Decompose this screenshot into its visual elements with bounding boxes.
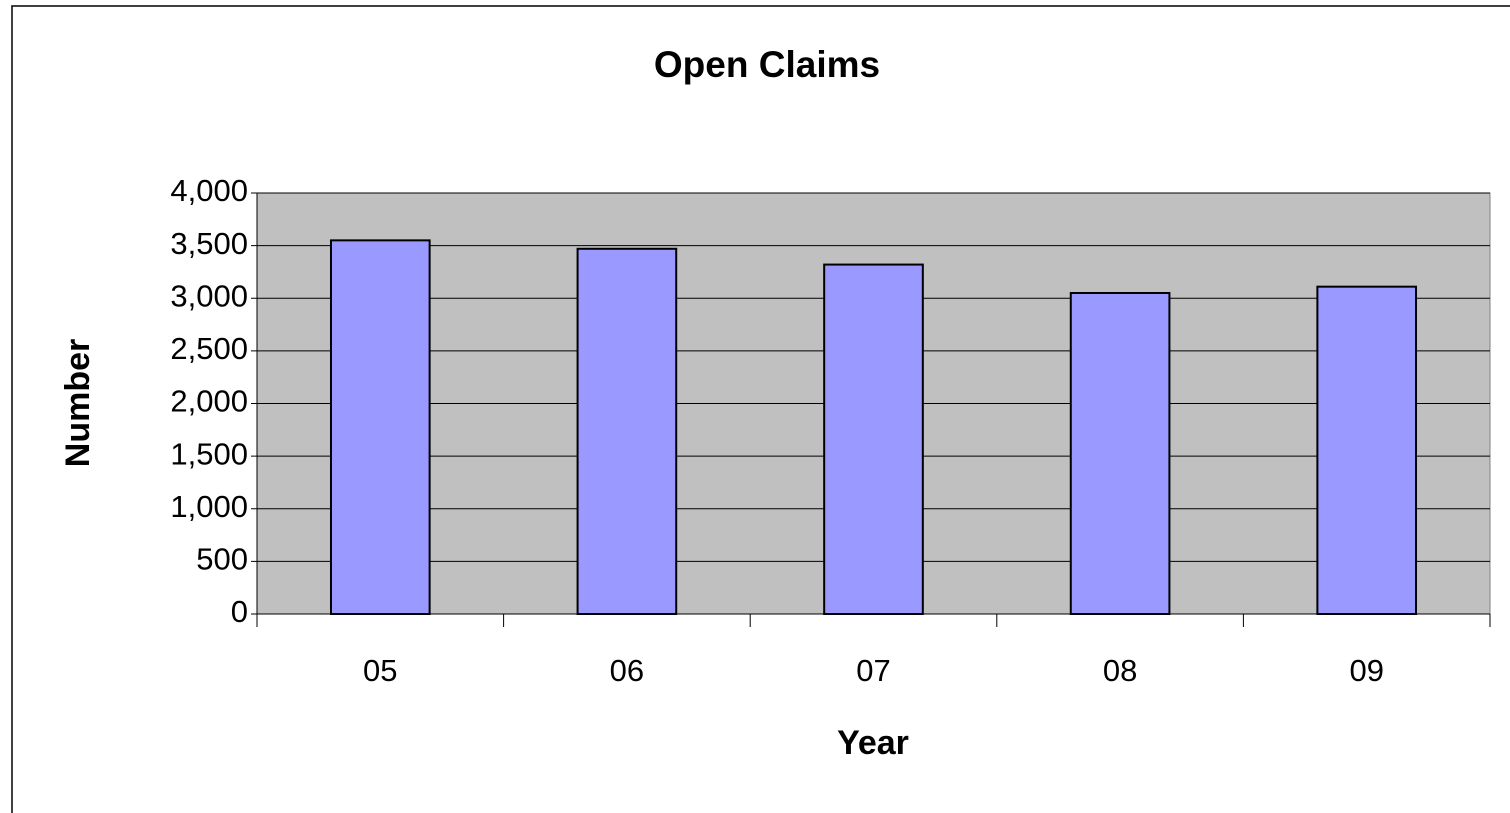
x-tick-label: 07 [856, 653, 890, 688]
x-tick-label: 08 [1103, 653, 1137, 688]
y-tick-label: 2,500 [170, 331, 248, 366]
y-tick-label: 1,000 [170, 489, 248, 524]
bar [1316, 285, 1418, 615]
y-axis-label: Number [59, 339, 97, 467]
y-tick-label: 500 [196, 542, 248, 577]
x-tick-label: 05 [363, 653, 397, 688]
y-tick-label: 2,000 [170, 384, 248, 419]
bar [576, 247, 678, 615]
y-tick-label: 1,500 [170, 436, 248, 471]
x-axis-label: Year [837, 724, 909, 762]
y-tick-label: 3,500 [170, 226, 248, 261]
bar [1069, 291, 1171, 615]
bar [329, 239, 431, 616]
y-tick-label: 4,000 [170, 173, 248, 208]
y-tick-label: 0 [231, 594, 248, 629]
chart-title: Open Claims [654, 44, 880, 85]
bar [823, 263, 924, 615]
x-tick-label: 06 [610, 653, 644, 688]
y-tick-label: 3,000 [170, 278, 248, 313]
x-tick-label: 09 [1349, 653, 1383, 688]
